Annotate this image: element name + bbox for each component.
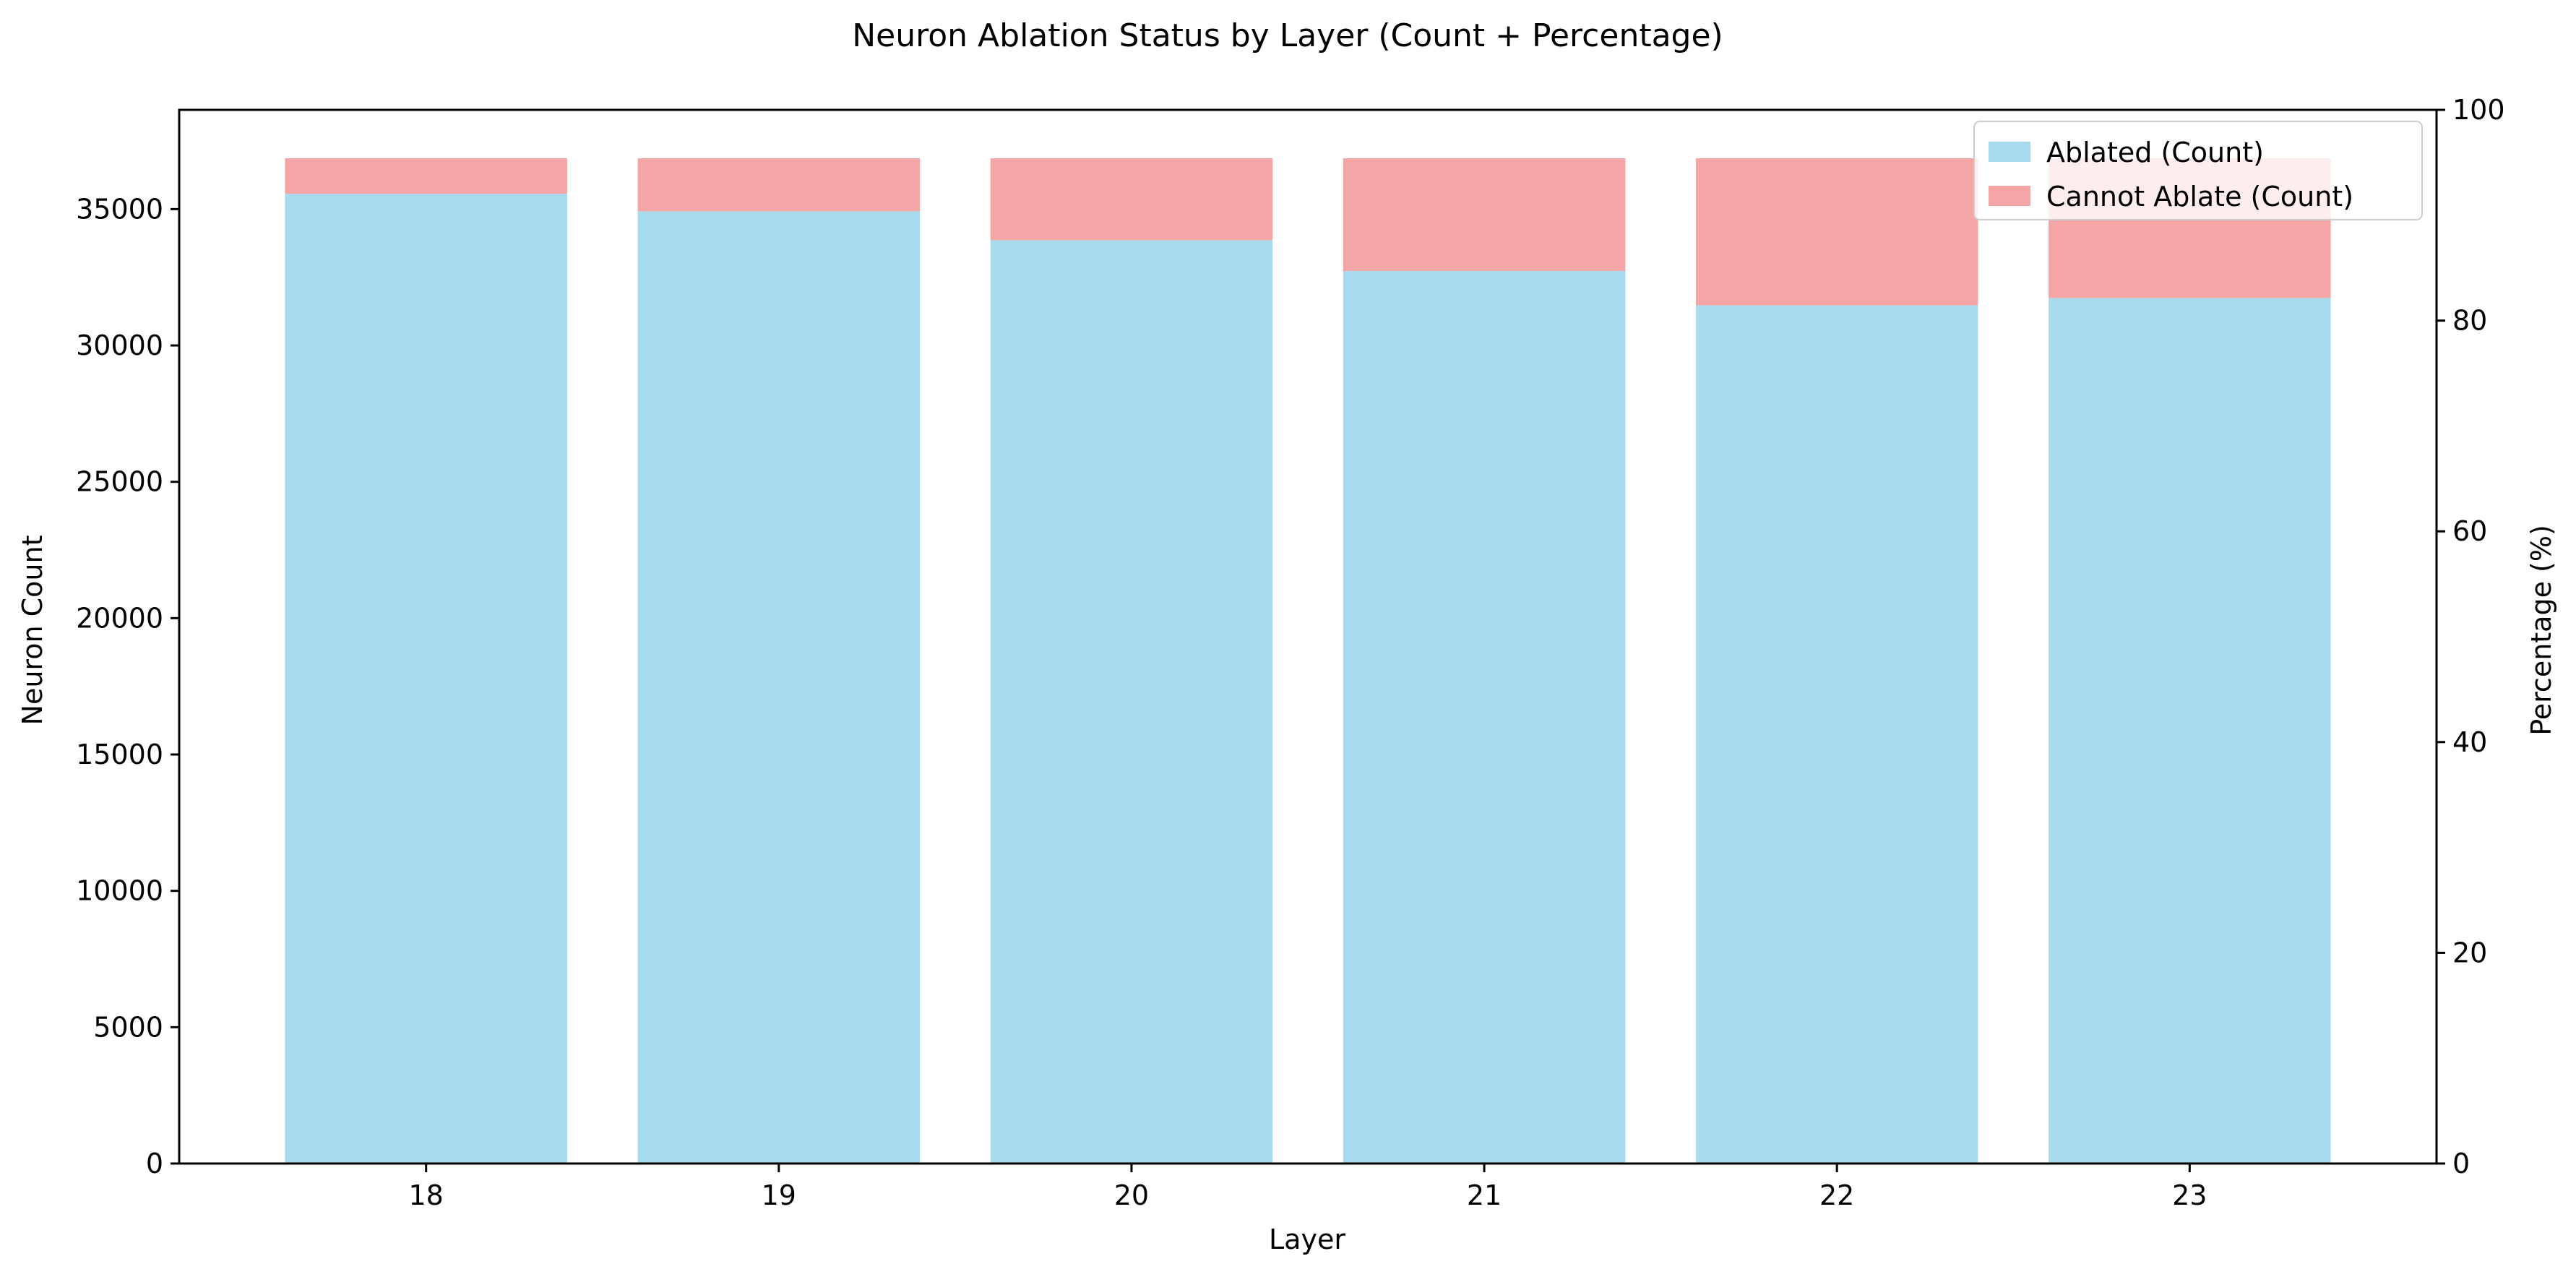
legend: Ablated (Count) Cannot Ablate (Count) [1973, 121, 2423, 220]
bar-ablated-layer-19 [637, 211, 921, 1164]
y2-tick-label: 0 [2452, 1148, 2470, 1179]
y-tick-label: 15000 [76, 739, 163, 770]
y-tick-label: 10000 [76, 875, 163, 907]
legend-swatch [1989, 186, 2030, 206]
bar-cannot-ablate-layer-22 [1695, 158, 1978, 306]
legend-frame [1973, 121, 2423, 220]
x-tick-label: 20 [1114, 1179, 1149, 1211]
y-axis-label: Neuron Count [17, 536, 48, 726]
y2-tick-label: 20 [2452, 937, 2487, 968]
x-axis-label: Layer [1269, 1224, 1345, 1255]
bar-ablated-layer-22 [1695, 305, 1978, 1164]
legend-swatch [1989, 142, 2030, 162]
bar-cannot-ablate-layer-18 [285, 158, 567, 194]
x-tick-label: 21 [1467, 1179, 1502, 1211]
x-tick-label: 22 [1819, 1179, 1854, 1211]
chart-title: Neuron Ablation Status by Layer (Count +… [852, 17, 1723, 54]
bars-group [285, 158, 2331, 1164]
x-tick-label: 18 [409, 1179, 444, 1211]
bar-cannot-ablate-layer-19 [637, 158, 921, 212]
bar-ablated-layer-21 [1343, 271, 1626, 1164]
axes-group: 18 19 20 21 22 23 0 5000 10000 15000 20000 25000 300… [76, 94, 2504, 1211]
bar-cannot-ablate-layer-21 [1343, 158, 1626, 271]
y-tick-label: 30000 [76, 330, 163, 361]
y2-tick-label: 100 [2452, 94, 2505, 126]
y-tick-label: 5000 [93, 1011, 163, 1043]
bar-ablated-layer-20 [990, 240, 1273, 1164]
bar-ablated-layer-23 [2049, 298, 2331, 1164]
y2-tick-label: 60 [2452, 515, 2487, 547]
plot-frame [178, 108, 2438, 1165]
bar-ablated-layer-18 [285, 194, 567, 1164]
y-tick-label: 0 [146, 1148, 163, 1179]
y2-tick-label: 40 [2452, 726, 2487, 758]
y-tick-label: 25000 [76, 466, 163, 498]
legend-label: Cannot Ablate (Count) [2046, 181, 2353, 212]
y-tick-label: 20000 [76, 602, 163, 634]
bar-cannot-ablate-layer-20 [990, 158, 1273, 241]
y2-tick-label: 80 [2452, 305, 2487, 337]
y-tick-label: 35000 [76, 193, 163, 225]
x-tick-label: 19 [762, 1179, 796, 1211]
legend-label: Ablated (Count) [2046, 137, 2264, 168]
y2-axis-label: Percentage (%) [2525, 525, 2557, 736]
x-tick-label: 23 [2172, 1179, 2207, 1211]
